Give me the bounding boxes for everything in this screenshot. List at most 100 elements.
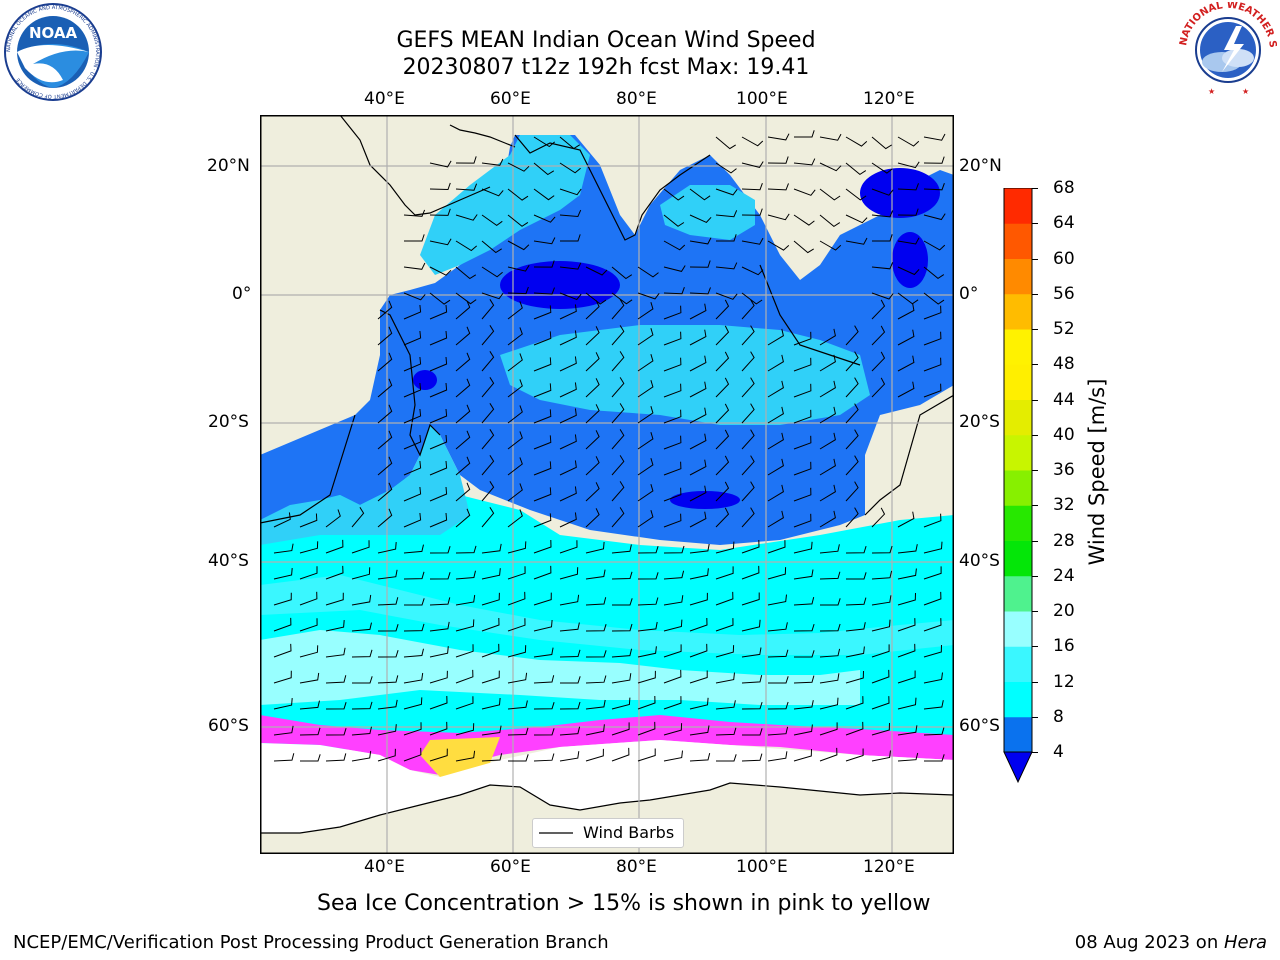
wind-barb <box>637 484 654 502</box>
wind-barb <box>533 260 555 268</box>
wind-barb <box>273 543 294 554</box>
wind-barb <box>481 592 500 606</box>
wind-barb <box>923 156 945 164</box>
wind-barb <box>299 541 319 554</box>
wind-barb <box>377 378 393 398</box>
wind-barb <box>377 624 399 632</box>
wind-barb <box>663 435 682 450</box>
svg-text:★: ★ <box>1242 87 1249 96</box>
wind-barb <box>533 619 553 632</box>
wind-barb <box>741 292 763 305</box>
wind-barb <box>611 455 625 476</box>
colorbar <box>1002 187 1036 784</box>
wind-barb <box>767 567 787 580</box>
wind-barb <box>819 432 836 450</box>
wind-barb <box>481 568 501 580</box>
lon-tick-top: 40°E <box>364 89 405 109</box>
wind-barb <box>793 569 814 580</box>
wind-barb <box>299 591 318 606</box>
wind-barb <box>715 403 730 424</box>
wind-barb <box>637 302 654 320</box>
wind-barb <box>533 461 552 476</box>
wind-barb <box>923 672 943 684</box>
wind-barb <box>741 455 755 476</box>
wind-barb <box>299 618 318 632</box>
wind-barb <box>481 543 502 554</box>
wind-barb <box>794 130 815 138</box>
wind-barb <box>767 380 784 398</box>
wind-barb <box>325 539 344 554</box>
wind-barb <box>689 543 710 554</box>
wind-barb <box>403 486 422 502</box>
wind-barb <box>403 648 424 658</box>
wind-barb <box>559 486 577 502</box>
wind-barb <box>767 594 787 606</box>
wind-barb <box>533 647 554 658</box>
wind-barb <box>871 750 891 762</box>
wind-barb <box>611 377 625 398</box>
wind-barb <box>923 541 943 554</box>
wind-barb <box>403 697 423 710</box>
wind-barb <box>585 508 600 528</box>
wind-barb <box>533 539 552 554</box>
wind-barb <box>715 455 730 476</box>
map-plot: Wind Barbs <box>260 115 954 854</box>
wind-barb <box>663 595 684 606</box>
wind-barb <box>663 305 682 320</box>
wind-barb <box>715 618 734 632</box>
lat-tick-right: 60°S <box>959 716 1000 736</box>
wind-barb <box>845 748 864 762</box>
wind-barb <box>533 287 555 295</box>
wind-barb <box>871 262 894 270</box>
wind-barb <box>455 430 471 450</box>
colorbar-tick-label: 44 <box>1053 389 1075 410</box>
wind-barb <box>923 566 942 580</box>
wind-barb <box>455 183 478 191</box>
colorbar-tick-label: 20 <box>1053 601 1075 621</box>
wind-barb <box>741 481 755 502</box>
wind-barb <box>455 352 471 372</box>
wind-barb <box>793 748 812 762</box>
lon-tick-bottom: 100°E <box>736 857 788 877</box>
wind-barb <box>819 214 841 228</box>
wind-barb <box>923 305 942 320</box>
wind-barb <box>507 541 527 554</box>
wind-barb <box>897 208 919 216</box>
wind-barb <box>819 354 836 372</box>
wind-barb <box>767 510 784 528</box>
wind-barb <box>403 292 426 301</box>
wind-barb <box>715 591 734 606</box>
wind-barb <box>585 326 600 346</box>
wind-barb <box>637 748 656 762</box>
wind-barb <box>533 728 555 736</box>
wind-barb <box>897 136 920 147</box>
wind-barb <box>559 162 581 174</box>
wind-barb <box>507 214 529 227</box>
wind-barb <box>533 675 555 684</box>
wind-barb <box>767 354 784 372</box>
wind-barb <box>559 304 577 320</box>
colorbar-segment <box>1004 505 1032 541</box>
wind-barb <box>611 544 632 554</box>
colorbar-segment <box>1004 716 1032 753</box>
wind-barb <box>585 748 604 762</box>
wind-barb <box>637 721 656 736</box>
colorbar-tick-mark <box>1032 716 1038 718</box>
wind-barb <box>325 753 347 762</box>
wind-barb <box>507 727 529 736</box>
wind-barb <box>793 700 814 710</box>
wind-barb <box>897 183 919 191</box>
wind-barb <box>559 330 577 346</box>
wind-barb <box>871 545 893 554</box>
wind-barb <box>663 188 685 201</box>
wind-barb <box>481 325 495 346</box>
wind-barb <box>585 569 606 580</box>
wind-barb <box>481 429 495 450</box>
wind-barb <box>481 697 501 710</box>
wind-barb <box>663 461 682 476</box>
wind-barb <box>377 482 393 502</box>
wind-barb <box>715 325 730 346</box>
chart-title: GEFS MEAN Indian Ocean Wind Speed <box>396 28 816 53</box>
wind-barb <box>507 566 526 580</box>
wind-barb <box>429 356 448 372</box>
